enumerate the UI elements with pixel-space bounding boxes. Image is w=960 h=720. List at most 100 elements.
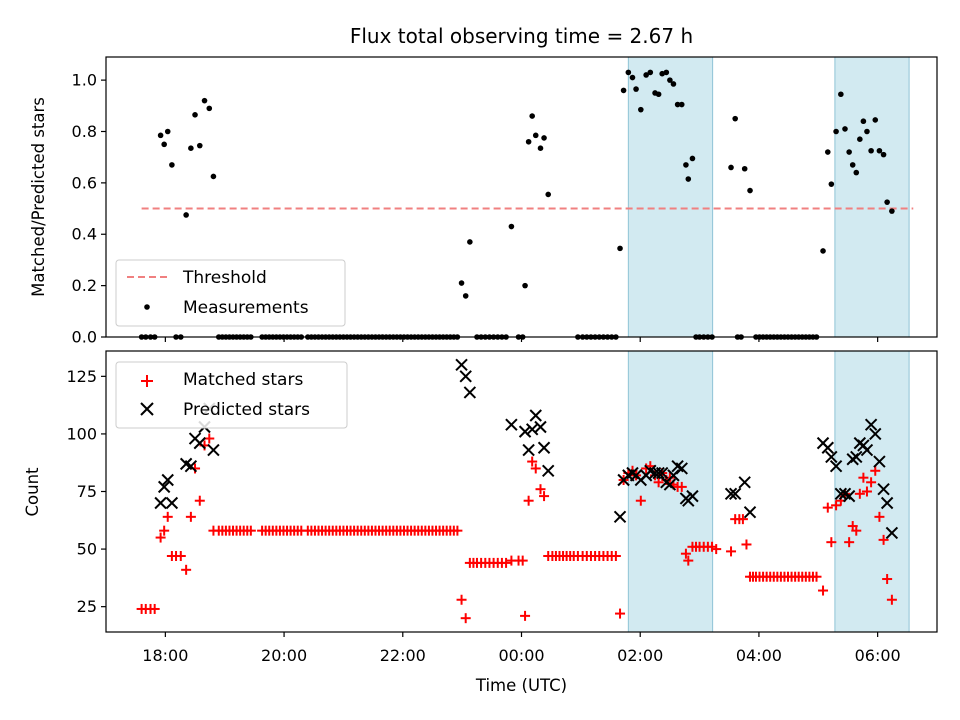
measurements-point (833, 128, 839, 135)
x-axis-ticks (164, 337, 879, 342)
predicted-stars-point (850, 450, 863, 464)
matched-stars-point (523, 495, 534, 506)
predicted-stars-point (459, 370, 472, 383)
matched-stars-point (159, 525, 170, 536)
measurements-point (876, 147, 883, 154)
predicted-stars-point (537, 441, 551, 454)
matched-stars-point (861, 486, 872, 497)
predicted-stars-point (165, 496, 179, 510)
predicted-stars-point (675, 462, 688, 475)
x-tick-label: 22:00 (380, 646, 426, 665)
predicted-stars-point (655, 466, 669, 480)
predicted-stars-point (738, 476, 751, 489)
predicted-stars-point (455, 358, 468, 372)
matched-stars-point (858, 472, 869, 483)
legend-matched-label: Matched stars (183, 370, 303, 390)
predicted-stars-point (885, 526, 899, 540)
measurements-point (522, 282, 528, 289)
measurements-point (747, 187, 753, 194)
matched-stars-point (517, 555, 528, 566)
measurements-point (820, 248, 826, 254)
predicted-stars-point (161, 473, 174, 487)
matched-stars-point (818, 585, 829, 596)
legend-box (115, 361, 348, 429)
measurements-point (728, 164, 734, 171)
legend-predicted-swatch (140, 402, 154, 416)
legend: Matched stars Predicted stars (115, 361, 348, 429)
measurements-point (537, 145, 544, 151)
measurements-point (529, 113, 535, 119)
matched-stars-point (610, 550, 621, 561)
measurements-point (638, 106, 644, 113)
highlight-spans (627, 350, 910, 633)
measurements-point (467, 239, 473, 245)
measurements-point (846, 149, 852, 155)
y-tick-label: 0.0 (72, 328, 97, 347)
y-axis-label: Count (23, 467, 42, 517)
x-tick-label: 00:00 (498, 646, 544, 665)
matched-stars-point (535, 484, 546, 495)
x-tick-label: 18:00 (142, 646, 188, 665)
measurements-point (828, 181, 835, 187)
matched-stars-point (501, 557, 512, 568)
x-tick-label: 02:00 (617, 646, 663, 665)
measurements-point (625, 69, 632, 76)
y-tick-label: 125 (66, 367, 97, 386)
predicted-stars-point (860, 443, 874, 457)
measurements-point (868, 147, 874, 154)
matched-stars-point (520, 610, 531, 621)
measurements-point (633, 86, 639, 92)
predicted-stars-point (652, 466, 665, 480)
measurements-point (864, 128, 870, 135)
predicted-stars-point (207, 443, 220, 457)
legend-predicted-label: Predicted stars (183, 400, 310, 420)
measurements-point (629, 74, 636, 81)
legend-box (115, 259, 346, 327)
matched-stars-point (539, 491, 550, 502)
measurements-point (525, 138, 532, 145)
measurements-point (164, 128, 171, 135)
predicted-stars-point (463, 386, 477, 399)
measurements-point (169, 162, 175, 168)
panel-count: 25 50 75 100 125 18:00 20:00 22:00 00:00 02:00 04… (23, 350, 938, 695)
measurements-point (889, 208, 895, 214)
measurements-point (617, 245, 623, 252)
y-tick-label: 25 (77, 597, 97, 616)
y-axis-ticks: 25 50 75 100 125 (66, 367, 106, 616)
predicted-stars-point (157, 480, 171, 494)
matched-stars-point (851, 525, 862, 536)
matched-stars-point (844, 537, 855, 548)
measurements-point (667, 77, 673, 83)
predicted-stars-point (529, 409, 542, 422)
measurements-point (838, 91, 844, 98)
measurements-point (674, 101, 681, 108)
matched-stars-point (711, 544, 722, 555)
legend-threshold-label: Threshold (182, 268, 267, 288)
predicted-stars-point (154, 496, 167, 510)
matched-stars-point (204, 433, 215, 444)
matched-stars-point (680, 548, 691, 559)
predicted-stars-point (743, 506, 757, 519)
predicted-stars-point (821, 441, 834, 454)
measurements-point (663, 69, 670, 76)
measurements-point (685, 176, 692, 182)
predicted-stars-point (505, 418, 518, 431)
measurements-point (853, 169, 860, 176)
y-tick-label: 100 (66, 424, 97, 443)
predicted-stars-point (534, 420, 547, 434)
matched-stars-point (726, 546, 737, 557)
measurements-point (670, 81, 677, 87)
predicted-stars-point (869, 427, 882, 441)
matched-stars-point (878, 534, 889, 545)
measurements-point (860, 118, 867, 125)
matched-stars-point (653, 477, 664, 488)
matched-stars-point (460, 613, 471, 624)
matched-stars-point (149, 603, 160, 614)
matched-stars-point (185, 511, 196, 522)
matched-stars-point (530, 463, 541, 474)
matched-stars-point (162, 511, 173, 522)
predicted-stars-point (724, 487, 738, 501)
predicted-stars-point (864, 418, 878, 431)
legend-matched-swatch (141, 375, 153, 387)
